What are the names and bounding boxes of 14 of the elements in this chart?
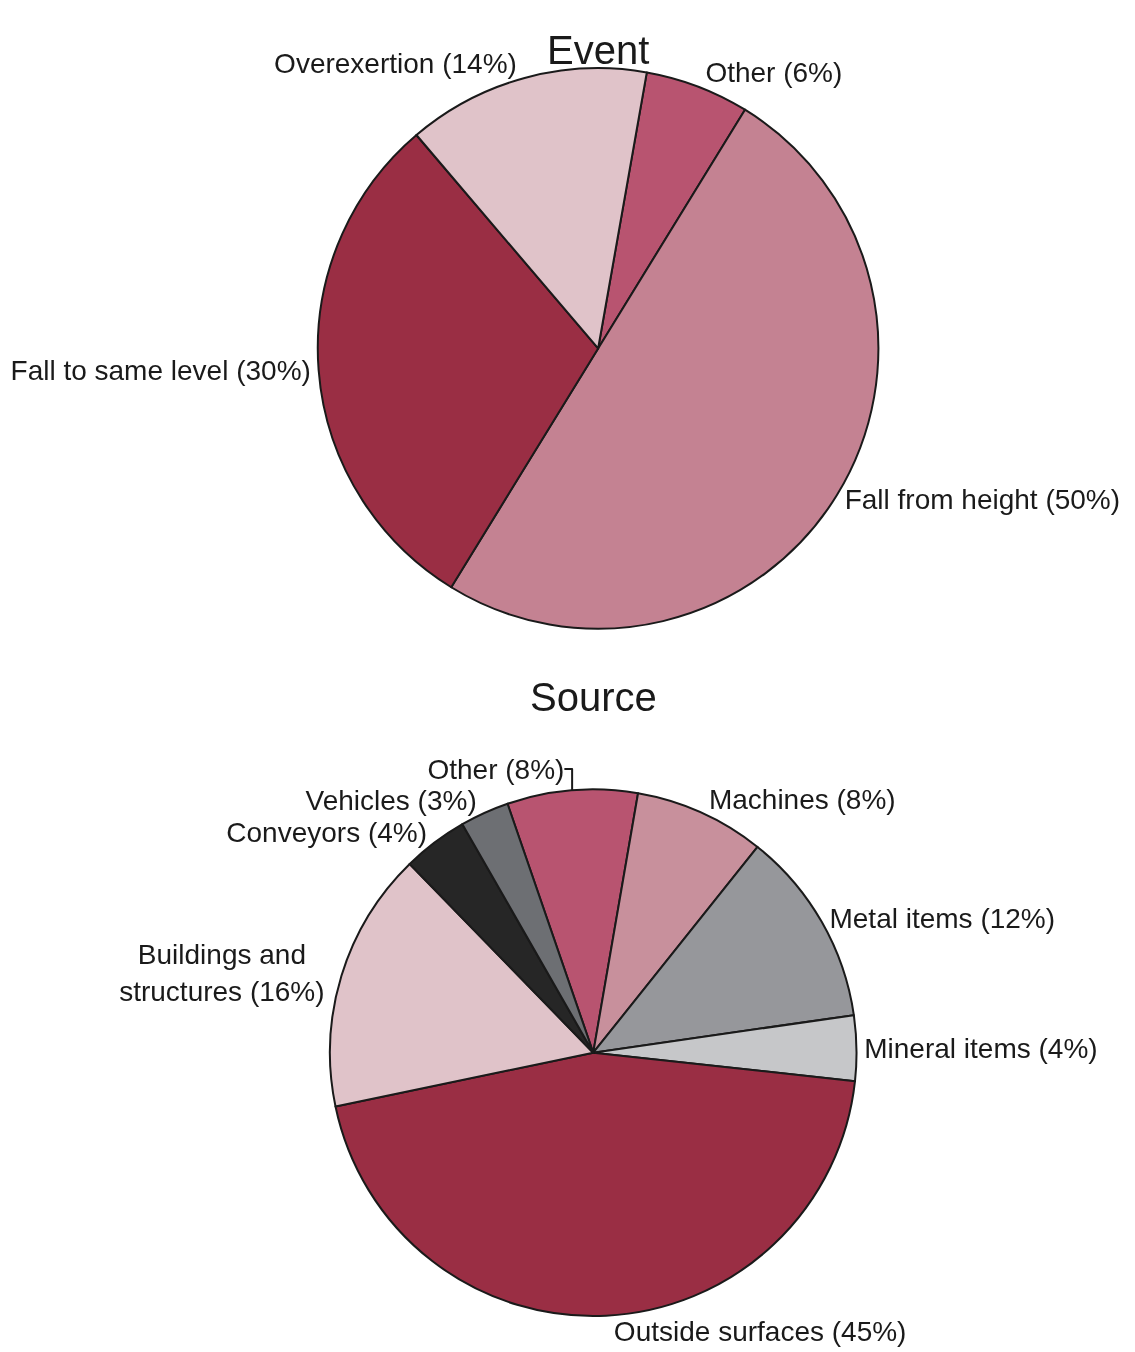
slice-label: Mineral items (4%) <box>864 1032 1098 1064</box>
slice-label: Other (8%) <box>427 753 565 785</box>
slice-label: Other (6%) <box>705 57 843 89</box>
slice-label: Vehicles (3%) <box>305 784 477 816</box>
slice-label: Buildings and structures (16%) <box>119 939 325 1007</box>
slice-label: Conveyors (4%) <box>226 817 428 849</box>
slice-label: Outside surfaces (45%) <box>613 1315 907 1347</box>
chart-title: Source <box>530 675 657 719</box>
slice-label: Fall to same level (30%) <box>10 354 311 386</box>
slice-label: Overexertion (14%) <box>274 48 517 80</box>
slice-label: Fall from height (50%) <box>844 484 1121 516</box>
slice-label: Machines (8%) <box>708 784 896 816</box>
slice-label: Metal items (12%) <box>829 902 1056 934</box>
chart-title: Event <box>547 28 650 72</box>
